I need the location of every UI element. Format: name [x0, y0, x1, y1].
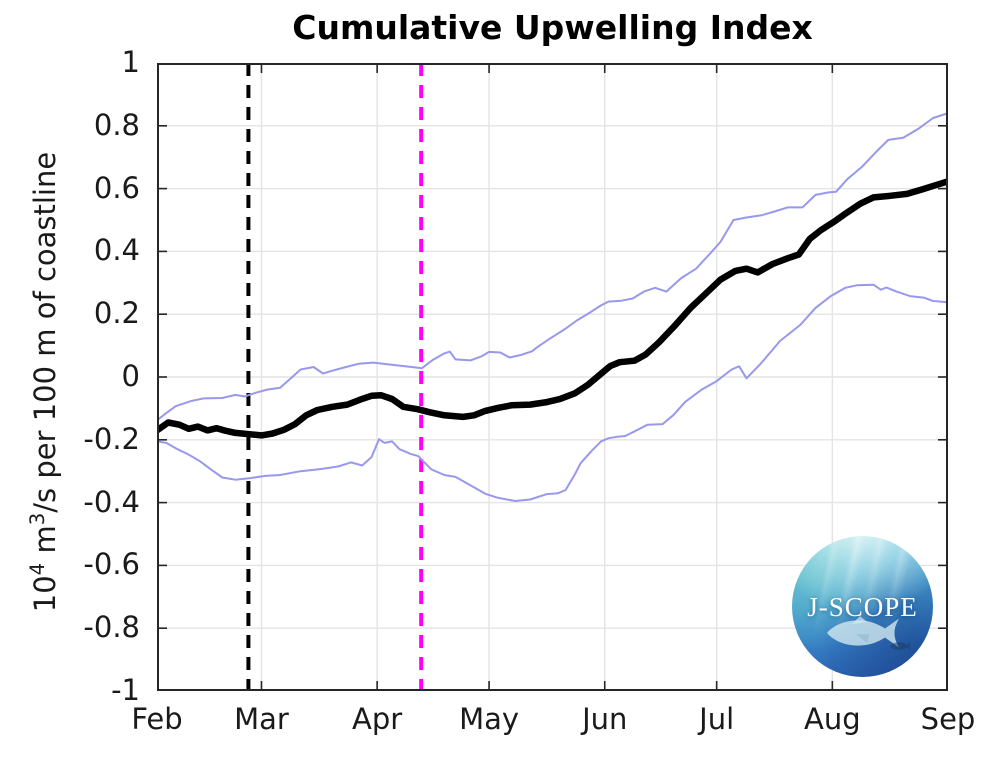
y-tick-label: -0.2: [83, 421, 140, 456]
thin-blue-upper-envelope: [157, 112, 948, 422]
fish-silhouette-icon: [827, 616, 912, 651]
y-tick-label: -0.6: [83, 547, 140, 582]
axes-box: [157, 63, 948, 691]
y-tick-label: 0.2: [93, 296, 140, 331]
y-tick-label: -1: [111, 673, 140, 707]
y-tick-label: -0.4: [83, 484, 140, 519]
x-tick-label: May: [459, 702, 520, 736]
y-axis-label-rest: /s per 100 m of coastline: [27, 151, 62, 513]
x-tick-label: Sep: [920, 702, 976, 736]
y-tick-label: 0.6: [93, 170, 140, 205]
bold-black-mean-line: [157, 178, 948, 439]
x-tick-label: Feb: [131, 702, 183, 736]
logo-text: J-SCOPE: [807, 592, 918, 622]
x-tick-label: Jul: [699, 702, 735, 736]
y-tick-label: 0.8: [93, 107, 140, 142]
y-tick-label: 0: [121, 359, 140, 393]
x-tick-label: Aug: [804, 702, 861, 736]
x-tick-label: Apr: [352, 702, 403, 736]
x-tick-label: Jun: [582, 702, 628, 736]
x-tick-label: Mar: [234, 702, 289, 736]
y-tick-label: 0.4: [93, 233, 140, 268]
y-tick-label: 1: [121, 45, 140, 79]
jscope-logo: J-SCOPE: [792, 536, 933, 677]
y-tick-label: -0.8: [83, 610, 140, 645]
chart-title: Cumulative Upwelling Index: [292, 8, 813, 47]
thin-blue-lower-envelope: [157, 283, 948, 502]
